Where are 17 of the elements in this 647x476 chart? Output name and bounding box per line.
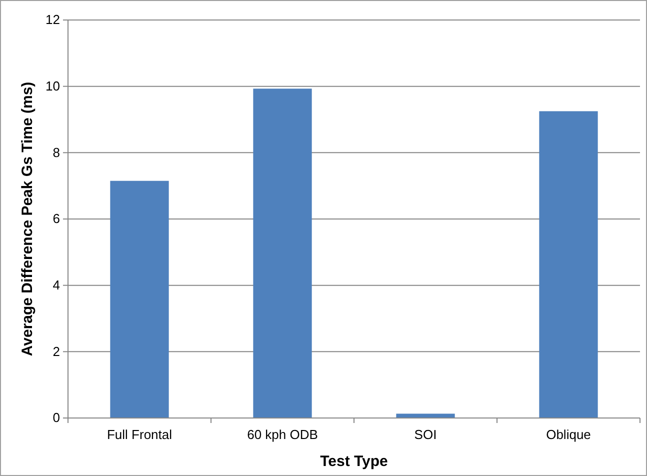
bar xyxy=(539,111,598,418)
y-tick-label: 4 xyxy=(52,277,60,292)
bar xyxy=(110,180,169,418)
y-tick-label: 10 xyxy=(46,78,60,94)
y-tick-label: 2 xyxy=(52,344,60,359)
x-tick-label: SOI xyxy=(414,427,437,442)
y-tick-label: 12 xyxy=(46,12,60,28)
x-tick-label: Oblique xyxy=(546,427,591,442)
x-tick-label: 60 kph ODB xyxy=(247,427,318,442)
x-axis-title: Test Type xyxy=(320,453,388,470)
y-tick-label: 0 xyxy=(52,410,60,426)
y-axis-title: Average Difference Peak Gs Time (ms) xyxy=(19,82,36,356)
bar xyxy=(396,414,455,418)
x-tick-label: Full Frontal xyxy=(106,427,172,442)
bar xyxy=(253,88,312,418)
y-tick-label: 8 xyxy=(52,144,60,160)
y-tick-label: 6 xyxy=(52,211,60,226)
